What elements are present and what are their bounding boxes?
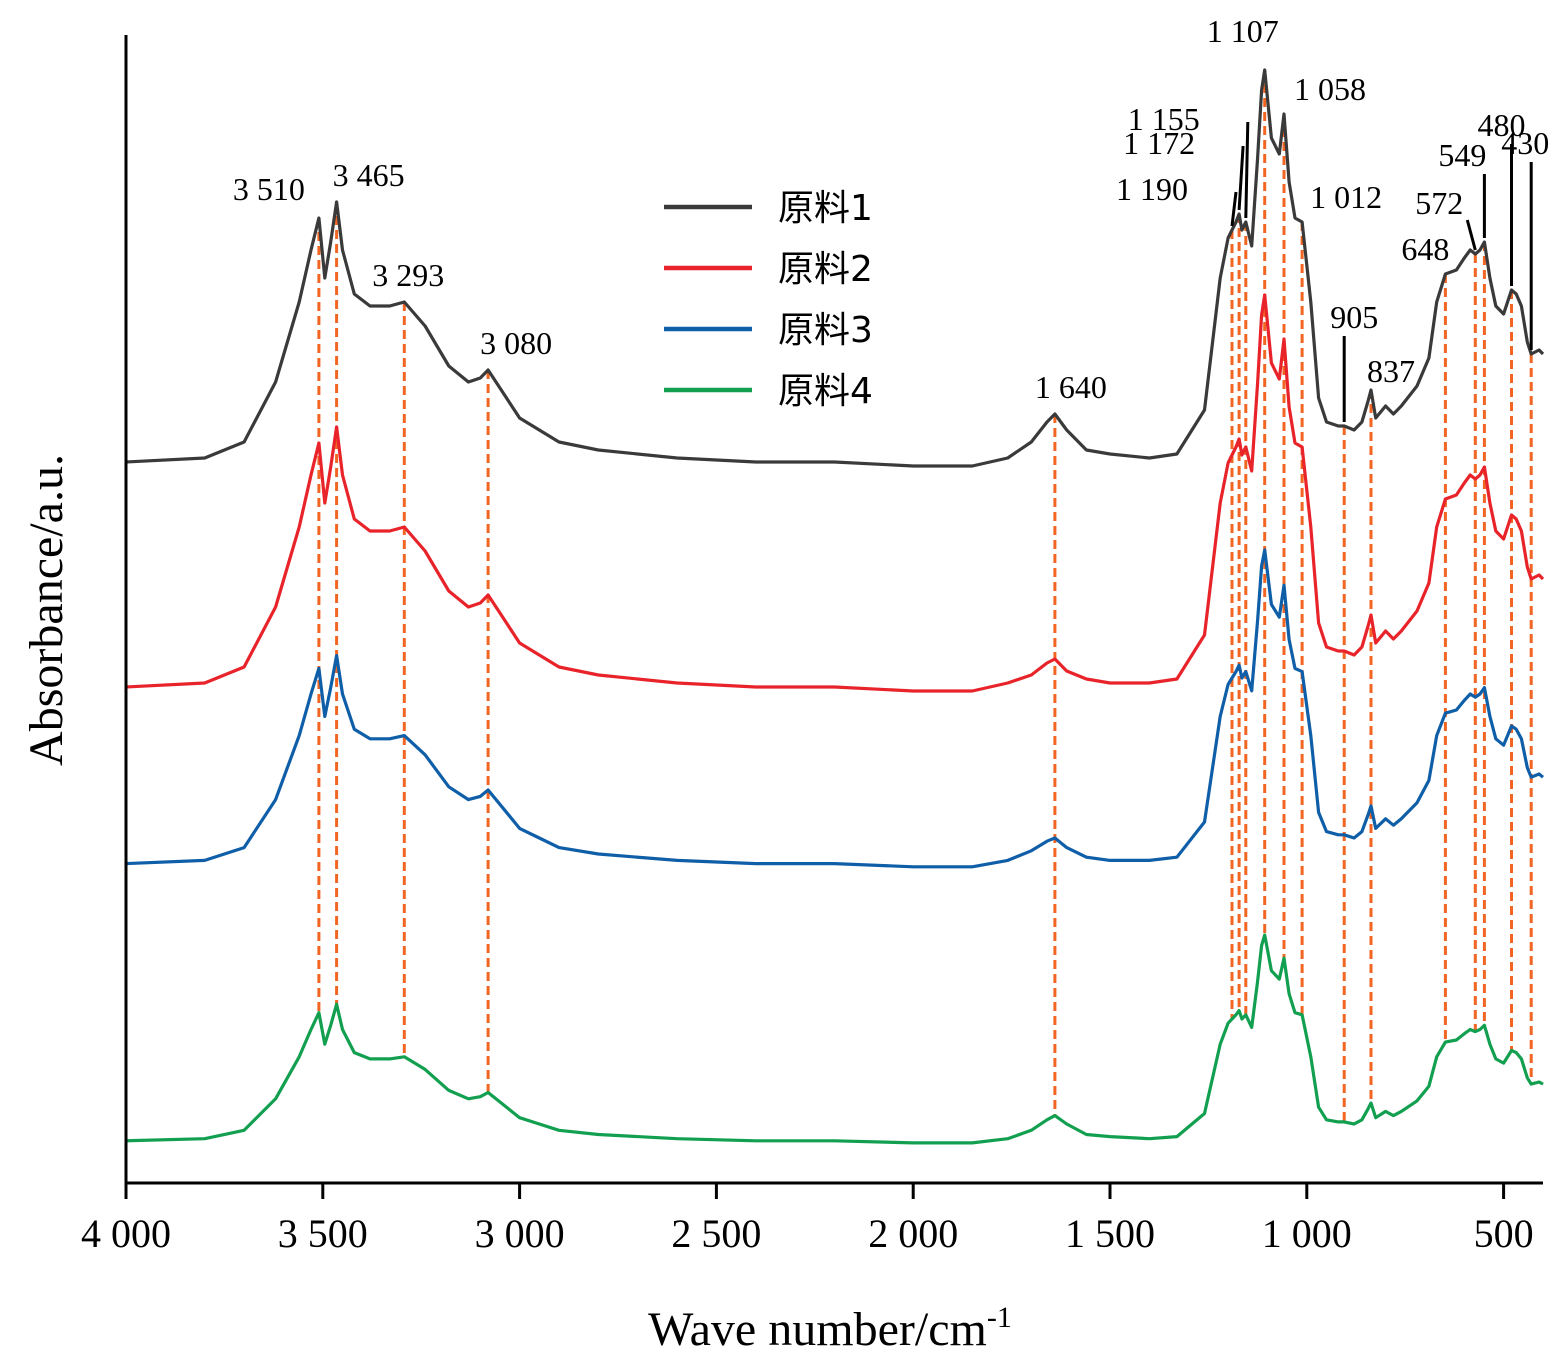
peak-label: 3 510: [233, 171, 305, 207]
peak-label: 1 640: [1035, 369, 1107, 405]
legend-label-2: 原料2: [778, 249, 873, 290]
peak-label: 3 080: [480, 325, 552, 361]
legend-label-1: 原料1: [778, 188, 873, 229]
peak-label: 1 155: [1128, 101, 1200, 137]
peak-label: 1 107: [1207, 13, 1279, 49]
x-tick-label: 3 000: [475, 1211, 565, 1256]
peak-label: 572: [1415, 185, 1463, 221]
legend-label-3: 原料3: [778, 310, 873, 351]
x-tick-label: 500: [1474, 1211, 1534, 1256]
series-line-2: [125, 293, 1545, 693]
peak-leader-line: [1465, 219, 1477, 251]
x-axis-title-superscript: -1: [987, 1301, 1012, 1334]
peak-label: 430: [1501, 125, 1549, 161]
series-line-3: [125, 548, 1545, 869]
peak-label: 837: [1367, 353, 1415, 389]
peak-label: 3 293: [372, 257, 444, 293]
peak-label: 549: [1438, 137, 1486, 173]
peak-label: 1 172: [1123, 125, 1195, 161]
x-ticks: 4 000 3 500 3 000 2 500 2 000 1 500 1 000 500: [81, 1183, 1534, 1256]
peak-label: 1 058: [1294, 71, 1366, 107]
x-tick-label: 1 500: [1065, 1211, 1155, 1256]
series-line-4: [125, 933, 1544, 1145]
series-lines: [125, 68, 1545, 1145]
x-tick-label: 2 000: [868, 1211, 958, 1256]
peak-leader-line: [1237, 145, 1245, 211]
x-axis-title-main: Wave number/cm: [648, 1303, 987, 1356]
series-line-1: [125, 68, 1545, 468]
y-axis-title: Absorbance/a.u.: [20, 454, 73, 766]
x-tick-label: 3 500: [278, 1211, 368, 1256]
x-tick-label: 2 500: [671, 1211, 761, 1256]
peak-label: 1 190: [1116, 171, 1188, 207]
peak-leader-line: [1230, 191, 1238, 227]
peak-marker-lines: [317, 70, 1533, 1122]
legend-label-4: 原料4: [778, 371, 873, 412]
legend: 原料1 原料2 原料3 原料4: [664, 188, 873, 412]
peak-label: 905: [1330, 299, 1378, 335]
x-tick-label: 1 000: [1262, 1211, 1352, 1256]
peak-leader-line: [1244, 121, 1250, 219]
peak-label: 648: [1401, 231, 1449, 267]
x-tick-label: 4 000: [81, 1211, 171, 1256]
peak-label: 480: [1478, 107, 1526, 143]
peak-label: 1 012: [1310, 179, 1382, 215]
peak-label: 3 465: [333, 157, 405, 193]
x-axis-title: Wave number/cm-1: [648, 1301, 1012, 1356]
